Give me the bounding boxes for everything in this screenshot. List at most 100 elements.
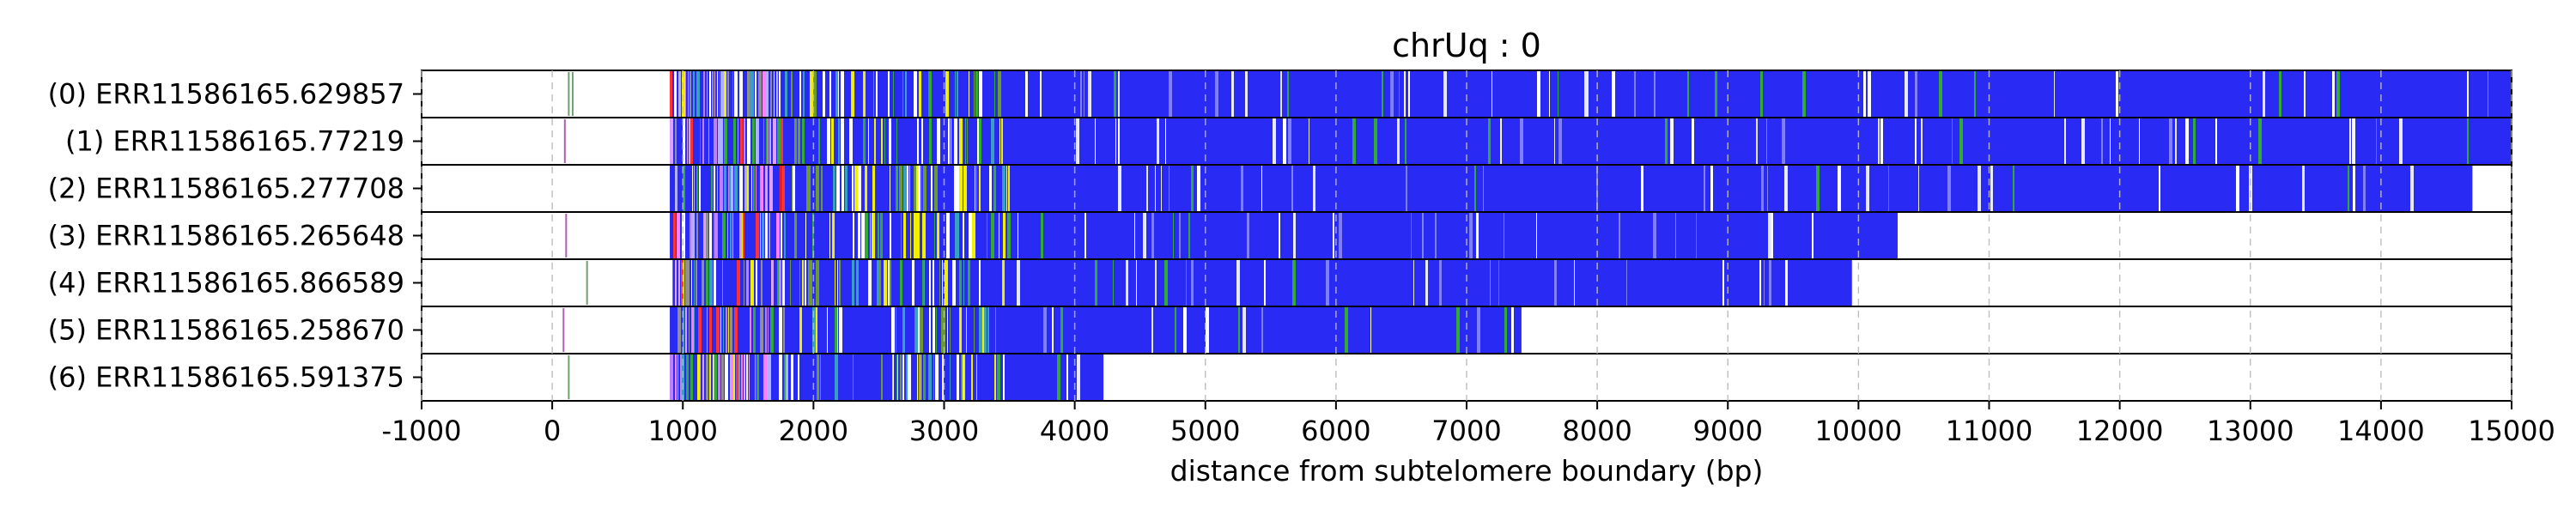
- x-tick-label: 12000: [2076, 415, 2164, 447]
- stripe: [924, 260, 925, 306]
- stripe: [1118, 118, 1120, 164]
- stripe: [682, 213, 684, 258]
- stripe: [755, 354, 756, 400]
- stripe: [1653, 213, 1656, 258]
- stripe: [755, 71, 756, 117]
- stripe: [948, 118, 950, 164]
- stripe: [1498, 260, 1499, 306]
- stripe: [2215, 118, 2217, 164]
- stripe: [714, 166, 715, 211]
- stripe: [717, 71, 718, 117]
- stripe: [1549, 71, 1550, 117]
- stripe: [906, 354, 908, 400]
- stripe: [897, 354, 898, 400]
- stripe: [761, 260, 762, 306]
- stripe: [696, 260, 697, 306]
- stripe: [1537, 71, 1540, 117]
- stripe: [781, 307, 782, 353]
- stripe: [810, 71, 813, 117]
- stripe: [950, 354, 951, 400]
- stripe: [713, 354, 714, 400]
- stripe: [993, 166, 996, 211]
- stripe: [934, 213, 935, 258]
- stripe: [896, 118, 897, 164]
- stripe: [811, 260, 812, 306]
- stripe: [946, 213, 950, 258]
- x-tick-label: 9000: [1693, 415, 1763, 447]
- stripe: [968, 260, 970, 306]
- stripe: [884, 118, 885, 164]
- row-label: (6) ERR11586165.591375: [48, 361, 404, 394]
- stripe: [916, 166, 918, 211]
- stripe: [1261, 307, 1263, 353]
- stripe: [2185, 118, 2189, 164]
- stripe: [692, 166, 693, 211]
- stripe: [689, 118, 690, 164]
- stripe: [766, 71, 769, 117]
- stripe: [723, 307, 724, 353]
- stripe: [1025, 71, 1028, 117]
- stripe: [865, 166, 867, 211]
- stripe: [872, 213, 875, 258]
- stripe: [1280, 71, 1282, 117]
- stripe: [2348, 166, 2349, 211]
- stripe: [1242, 307, 1246, 353]
- stripe: [912, 260, 914, 306]
- stripe: [863, 71, 866, 117]
- stripe: [889, 118, 891, 164]
- stripe: [1057, 354, 1060, 400]
- read-stripes: [677, 307, 1514, 353]
- stripe: [919, 354, 920, 400]
- stripe: [1405, 118, 1406, 164]
- stripe: [995, 307, 996, 353]
- stripe: [1665, 118, 1668, 164]
- stripe: [836, 166, 840, 211]
- stripe: [772, 307, 774, 353]
- stripe: [2467, 118, 2469, 164]
- stripe: [677, 213, 680, 258]
- stripe: [1186, 260, 1187, 306]
- stripe: [852, 166, 854, 211]
- stripe: [1007, 213, 1011, 258]
- stripe: [690, 71, 691, 117]
- stripe: [784, 354, 786, 400]
- stripe: [1654, 71, 1656, 117]
- stripe: [2353, 166, 2355, 211]
- stripe: [1118, 71, 1120, 117]
- stripe: [987, 307, 989, 353]
- stripe: [678, 71, 681, 117]
- stripe: [675, 118, 677, 164]
- stripe: [972, 213, 975, 258]
- stripe: [1469, 213, 1473, 258]
- stripe: [905, 71, 907, 117]
- stripe: [1006, 166, 1007, 211]
- stripe: [961, 354, 963, 400]
- stripe: [1287, 71, 1289, 117]
- stripe: [1760, 71, 1763, 117]
- stripe: [2236, 166, 2239, 211]
- stripe: [1197, 166, 1200, 211]
- stripe: [1670, 118, 1674, 164]
- stripe: [1115, 118, 1116, 164]
- stripe: [1146, 166, 1148, 211]
- stripe: [1003, 213, 1005, 258]
- read-bar: [670, 118, 2512, 164]
- stripe: [829, 213, 830, 258]
- stripe: [675, 260, 677, 306]
- stripe: [693, 71, 695, 117]
- stripe: [808, 260, 811, 306]
- stripe: [709, 71, 711, 117]
- stripe: [1136, 260, 1137, 306]
- stripe: [877, 260, 878, 306]
- stripe: [747, 71, 750, 117]
- stripe: [707, 307, 708, 353]
- stripe: [816, 166, 819, 211]
- stripe: [721, 354, 724, 400]
- stripe: [741, 354, 743, 400]
- stripe: [2054, 71, 2055, 117]
- read-stripes: [670, 118, 2469, 164]
- stripe: [709, 307, 712, 353]
- stripe: [739, 166, 743, 211]
- stripe: [837, 307, 838, 353]
- stripe: [1878, 118, 1880, 164]
